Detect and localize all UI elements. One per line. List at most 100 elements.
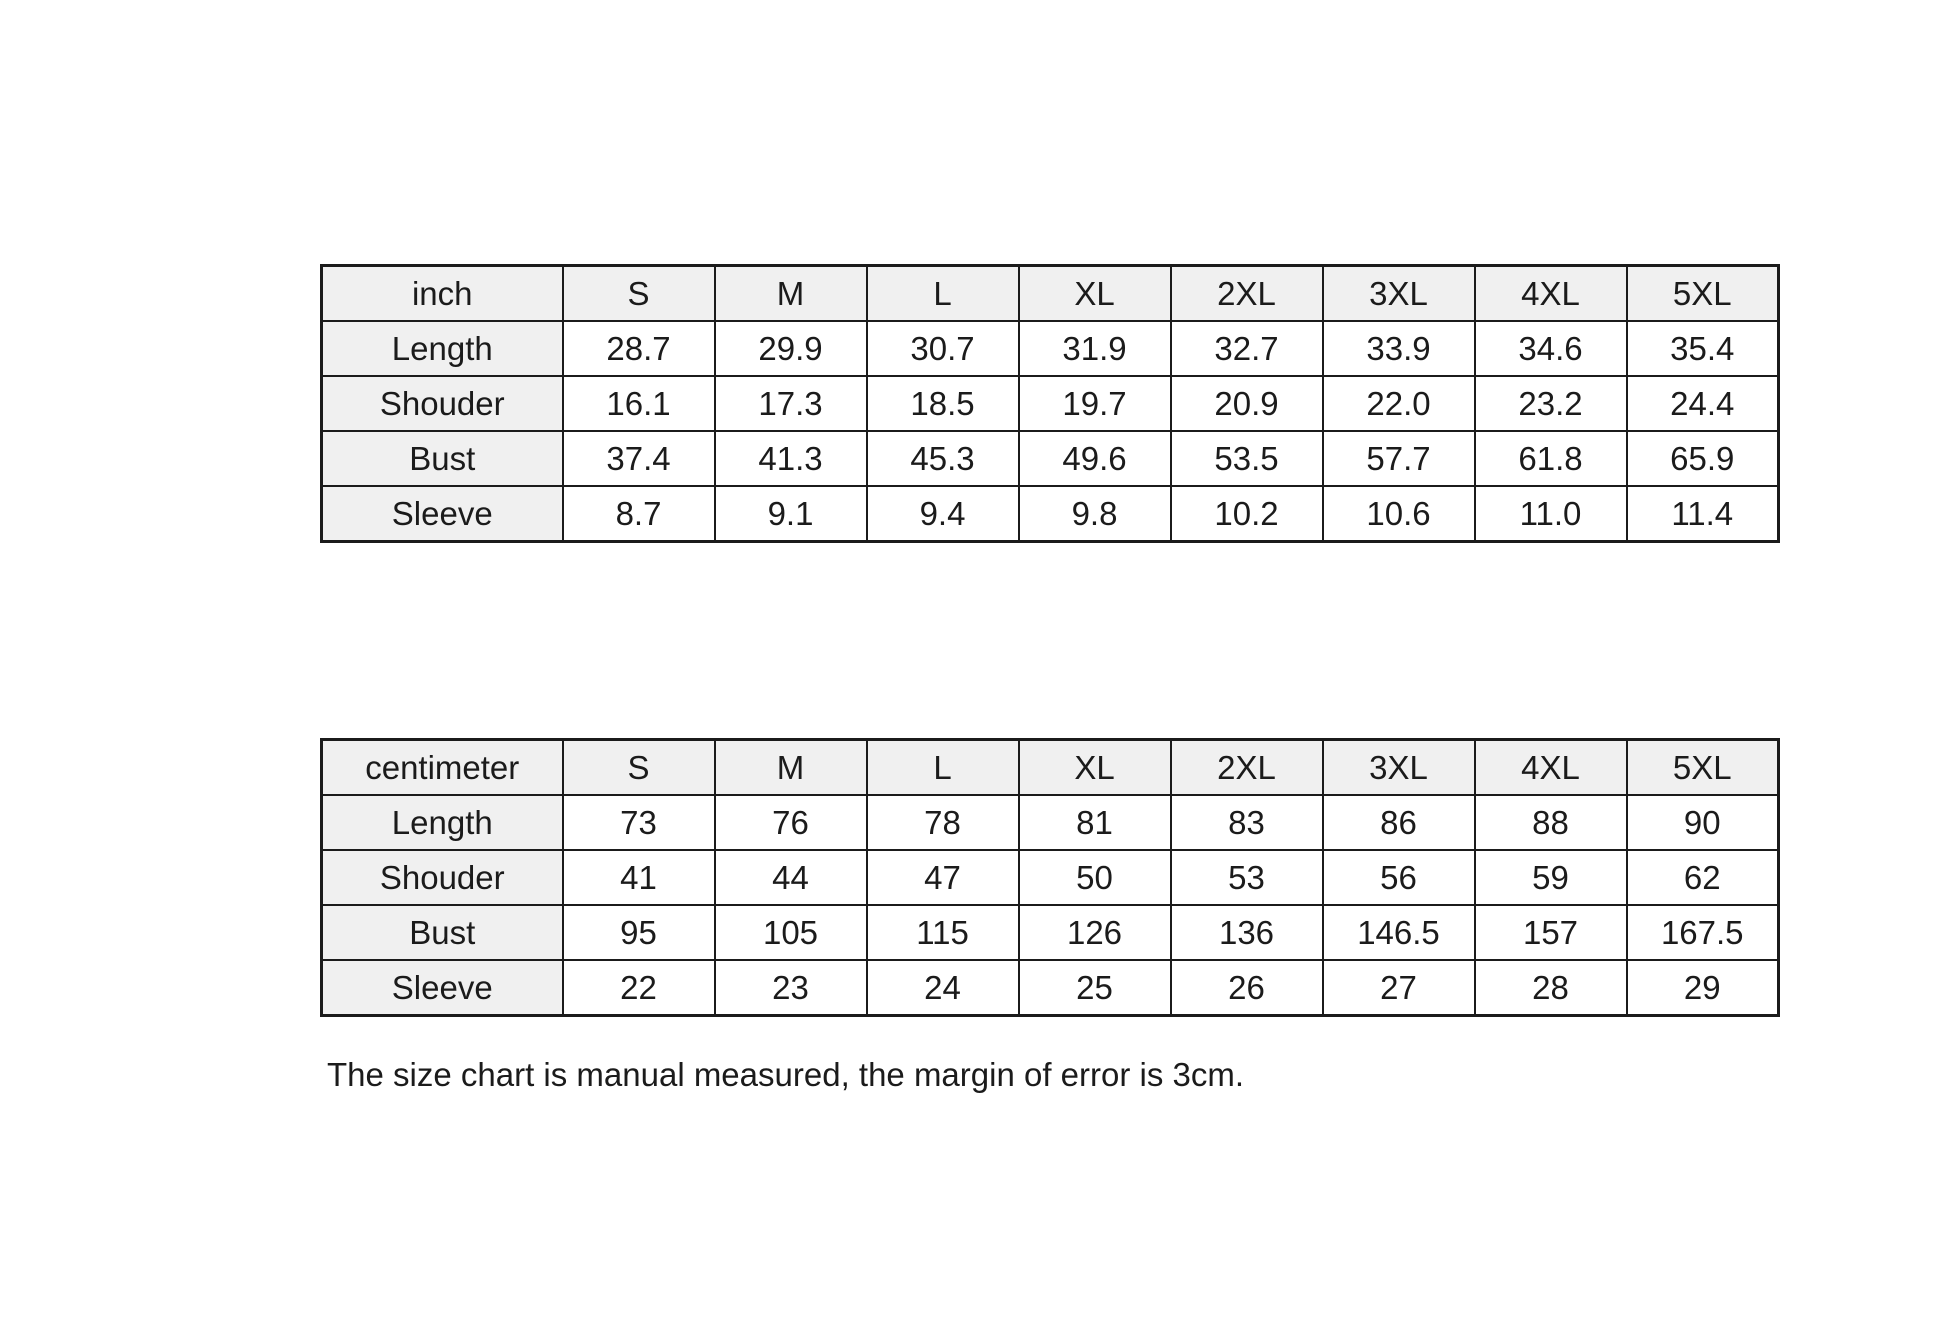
value-cell: 11.4 xyxy=(1625,485,1780,543)
value-cell: 41 xyxy=(561,849,716,906)
value-cell: 16.1 xyxy=(561,375,716,432)
size-table-header-row: inch S M L XL 2XL 3XL 4XL 5XL xyxy=(320,264,1780,322)
value-cell: 34.6 xyxy=(1473,320,1628,377)
size-header-cell: 3XL xyxy=(1321,738,1476,796)
size-header-cell: M xyxy=(713,264,868,322)
size-header-cell: S xyxy=(561,264,716,322)
value-cell: 105 xyxy=(713,904,868,961)
value-cell: 37.4 xyxy=(561,430,716,487)
value-cell: 53 xyxy=(1169,849,1324,906)
value-cell: 33.9 xyxy=(1321,320,1476,377)
value-cell: 11.0 xyxy=(1473,485,1628,543)
unit-header-cell: centimeter xyxy=(320,738,564,796)
measurement-note: The size chart is manual measured, the m… xyxy=(327,1056,1245,1093)
value-cell: 24 xyxy=(865,959,1020,1017)
value-cell: 10.6 xyxy=(1321,485,1476,543)
value-cell: 86 xyxy=(1321,794,1476,851)
value-cell: 44 xyxy=(713,849,868,906)
value-cell: 95 xyxy=(561,904,716,961)
value-cell: 24.4 xyxy=(1625,375,1780,432)
measurement-row: Shouder 41 44 47 50 53 56 59 62 xyxy=(320,849,1780,906)
value-cell: 88 xyxy=(1473,794,1628,851)
size-table-inch: inch S M L XL 2XL 3XL 4XL 5XL Length 28.7 29.9 30.7 3… xyxy=(320,264,1780,543)
measurement-row: Sleeve 22 23 24 25 26 27 28 29 xyxy=(320,959,1780,1017)
measurement-row: Bust 95 105 115 126 136 146.5 157 167.5 xyxy=(320,904,1780,961)
size-header-cell: L xyxy=(865,264,1020,322)
row-label-cell: Bust xyxy=(320,430,564,487)
value-cell: 23.2 xyxy=(1473,375,1628,432)
value-cell: 20.9 xyxy=(1169,375,1324,432)
size-header-cell: 5XL xyxy=(1625,738,1780,796)
row-label-cell: Length xyxy=(320,794,564,851)
measurement-row: Sleeve 8.7 9.1 9.4 9.8 10.2 10.6 11.0 11.4 xyxy=(320,485,1780,543)
value-cell: 9.8 xyxy=(1017,485,1172,543)
value-cell: 9.4 xyxy=(865,485,1020,543)
value-cell: 28.7 xyxy=(561,320,716,377)
value-cell: 31.9 xyxy=(1017,320,1172,377)
value-cell: 126 xyxy=(1017,904,1172,961)
value-cell: 41.3 xyxy=(713,430,868,487)
value-cell: 78 xyxy=(865,794,1020,851)
size-header-cell: 2XL xyxy=(1169,264,1324,322)
row-label-cell: Sleeve xyxy=(320,485,564,543)
measurement-row: Bust 37.4 41.3 45.3 49.6 53.5 57.7 61.8 65.9 xyxy=(320,430,1780,487)
value-cell: 61.8 xyxy=(1473,430,1628,487)
value-cell: 23 xyxy=(713,959,868,1017)
value-cell: 90 xyxy=(1625,794,1780,851)
value-cell: 115 xyxy=(865,904,1020,961)
size-header-cell: 4XL xyxy=(1473,738,1628,796)
value-cell: 167.5 xyxy=(1625,904,1780,961)
value-cell: 62 xyxy=(1625,849,1780,906)
size-header-cell: L xyxy=(865,738,1020,796)
row-label-cell: Shouder xyxy=(320,849,564,906)
value-cell: 81 xyxy=(1017,794,1172,851)
value-cell: 9.1 xyxy=(713,485,868,543)
unit-header-cell: inch xyxy=(320,264,564,322)
value-cell: 146.5 xyxy=(1321,904,1476,961)
row-label-cell: Length xyxy=(320,320,564,377)
row-label-cell: Bust xyxy=(320,904,564,961)
value-cell: 29.9 xyxy=(713,320,868,377)
measurement-row: Length 73 76 78 81 83 86 88 90 xyxy=(320,794,1780,851)
value-cell: 49.6 xyxy=(1017,430,1172,487)
value-cell: 136 xyxy=(1169,904,1324,961)
size-table-centimeter: centimeter S M L XL 2XL 3XL 4XL 5XL Length 73 76 78 8… xyxy=(320,738,1780,1017)
value-cell: 56 xyxy=(1321,849,1476,906)
value-cell: 26 xyxy=(1169,959,1324,1017)
value-cell: 73 xyxy=(561,794,716,851)
value-cell: 35.4 xyxy=(1625,320,1780,377)
value-cell: 22.0 xyxy=(1321,375,1476,432)
value-cell: 10.2 xyxy=(1169,485,1324,543)
value-cell: 83 xyxy=(1169,794,1324,851)
value-cell: 28 xyxy=(1473,959,1628,1017)
measurement-row: Length 28.7 29.9 30.7 31.9 32.7 33.9 34.6 35.4 xyxy=(320,320,1780,377)
value-cell: 32.7 xyxy=(1169,320,1324,377)
value-cell: 29 xyxy=(1625,959,1780,1017)
measurement-row: Shouder 16.1 17.3 18.5 19.7 20.9 22.0 23.2 24.4 xyxy=(320,375,1780,432)
size-header-cell: XL xyxy=(1017,264,1172,322)
value-cell: 17.3 xyxy=(713,375,868,432)
value-cell: 27 xyxy=(1321,959,1476,1017)
size-header-cell: 2XL xyxy=(1169,738,1324,796)
value-cell: 8.7 xyxy=(561,485,716,543)
value-cell: 76 xyxy=(713,794,868,851)
value-cell: 53.5 xyxy=(1169,430,1324,487)
value-cell: 157 xyxy=(1473,904,1628,961)
value-cell: 57.7 xyxy=(1321,430,1476,487)
value-cell: 25 xyxy=(1017,959,1172,1017)
size-header-cell: 5XL xyxy=(1625,264,1780,322)
value-cell: 19.7 xyxy=(1017,375,1172,432)
value-cell: 45.3 xyxy=(865,430,1020,487)
size-header-cell: XL xyxy=(1017,738,1172,796)
size-header-cell: M xyxy=(713,738,868,796)
value-cell: 59 xyxy=(1473,849,1628,906)
size-header-cell: 4XL xyxy=(1473,264,1628,322)
row-label-cell: Sleeve xyxy=(320,959,564,1017)
size-table-header-row: centimeter S M L XL 2XL 3XL 4XL 5XL xyxy=(320,738,1780,796)
size-header-cell: 3XL xyxy=(1321,264,1476,322)
value-cell: 65.9 xyxy=(1625,430,1780,487)
value-cell: 18.5 xyxy=(865,375,1020,432)
row-label-cell: Shouder xyxy=(320,375,564,432)
value-cell: 22 xyxy=(561,959,716,1017)
